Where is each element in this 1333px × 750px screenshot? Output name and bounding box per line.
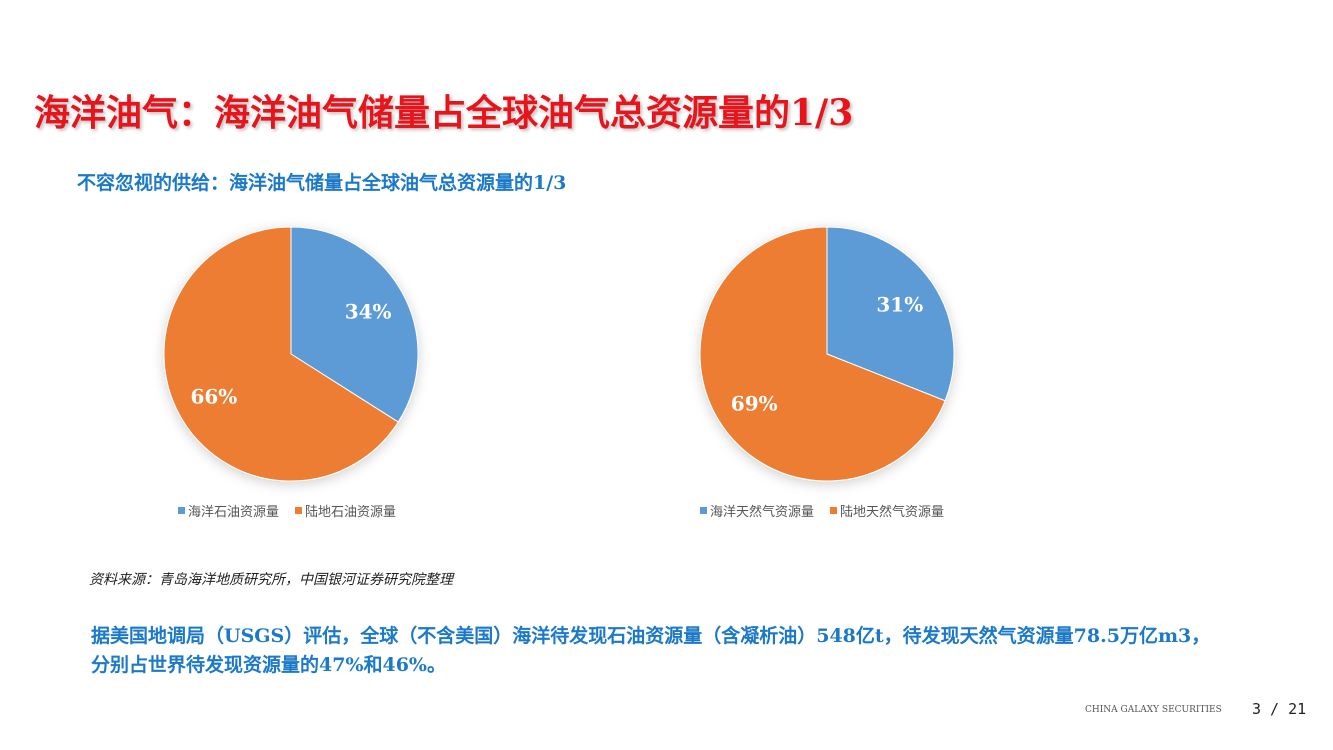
oil-pie-legend: 海洋石油资源量 陆地石油资源量	[178, 501, 396, 520]
page-title: 海洋油气：海洋油气储量占全球油气总资源量的1/3	[34, 92, 854, 134]
legend-swatch-offshore-oil	[178, 507, 185, 514]
gas-pie-label-offshore: 31%	[876, 293, 923, 317]
body-paragraph: 据美国地调局（USGS）评估，全球（不含美国）海洋待发现石油资源量（含凝析油）5…	[91, 625, 1211, 676]
gas-pie-slices	[699, 226, 955, 482]
gas-pie-chart: 31% 69%	[677, 204, 977, 504]
data-source-note: 资料来源：青岛海洋地质研究所，中国银河证券研究院整理	[89, 572, 453, 588]
oil-pie-chart: 34% 66%	[141, 204, 441, 504]
gas-pie-slice-onshore	[699, 226, 946, 482]
oil-pie-label-offshore: 34%	[345, 300, 392, 324]
gas-pie-label-onshore: 69%	[731, 391, 778, 415]
oil-pie-label-onshore: 66%	[190, 384, 237, 408]
legend-item-onshore-oil: 陆地石油资源量	[295, 501, 396, 520]
legend-item-offshore-gas: 海洋天然气资源量	[700, 501, 814, 520]
page-number: 3 / 21	[1252, 700, 1307, 718]
oil-pie-slices	[163, 226, 419, 482]
chart-section-subtitle: 不容忽视的供给：海洋油气储量占全球油气总资源量的1/3	[77, 172, 567, 194]
gas-pie-slice-offshore	[826, 226, 955, 402]
oil-pie-slice-offshore	[290, 226, 419, 423]
legend-item-onshore-gas: 陆地天然气资源量	[830, 501, 944, 520]
legend-label-offshore-gas: 海洋天然气资源量	[710, 505, 815, 520]
legend-label-onshore-gas: 陆地天然气资源量	[840, 505, 945, 520]
legend-label-onshore-oil: 陆地石油资源量	[305, 505, 397, 520]
legend-label-offshore-oil: 海洋石油资源量	[188, 505, 280, 520]
legend-swatch-offshore-gas	[700, 507, 707, 514]
legend-swatch-onshore-gas	[830, 507, 838, 514]
oil-pie-slice-onshore	[163, 226, 399, 482]
gas-pie-legend: 海洋天然气资源量 陆地天然气资源量	[700, 501, 944, 520]
legend-item-offshore-oil: 海洋石油资源量	[178, 501, 279, 520]
gas-pie-svg: 31% 69%	[699, 226, 955, 482]
footer-brand: CHINA GALAXY SECURITIES	[1085, 705, 1222, 715]
oil-pie-svg: 34% 66%	[163, 226, 419, 482]
legend-swatch-onshore-oil	[295, 507, 303, 514]
